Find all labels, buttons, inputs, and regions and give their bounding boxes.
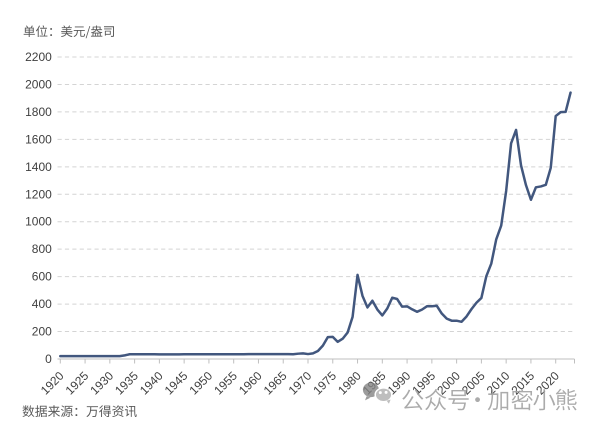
svg-text:1000: 1000 — [25, 215, 52, 229]
svg-text:0: 0 — [45, 352, 52, 366]
svg-text:600: 600 — [32, 270, 52, 284]
svg-text:1200: 1200 — [25, 187, 52, 201]
svg-text:400: 400 — [32, 297, 52, 311]
svg-text:800: 800 — [32, 242, 52, 256]
svg-text:200: 200 — [32, 325, 52, 339]
svg-text:2000: 2000 — [25, 77, 52, 91]
svg-text:2200: 2200 — [25, 50, 52, 64]
svg-text:1600: 1600 — [25, 132, 52, 146]
svg-text:1400: 1400 — [25, 160, 52, 174]
svg-text:1800: 1800 — [25, 105, 52, 119]
